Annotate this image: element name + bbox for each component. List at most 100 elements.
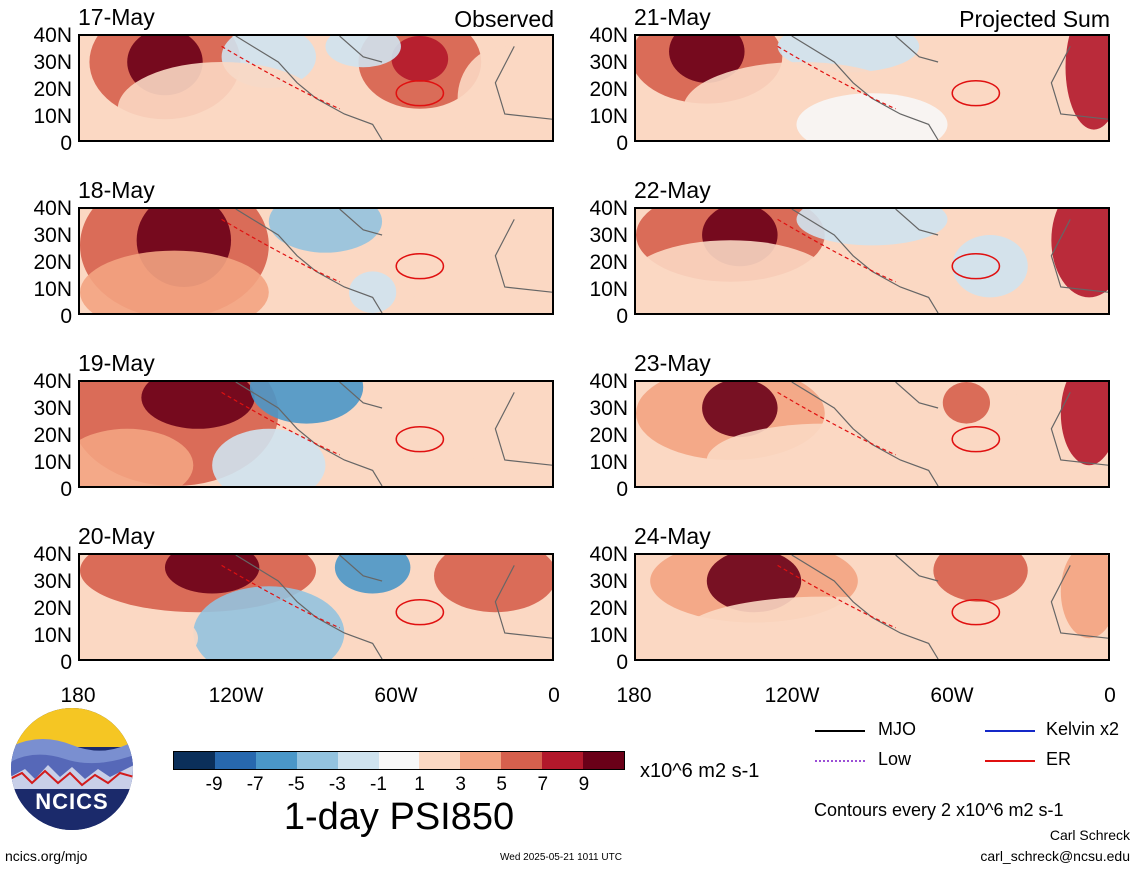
logo-text: NCICS <box>35 789 109 814</box>
lon-label: 0 <box>548 684 560 707</box>
lat-label: 40N <box>33 197 72 220</box>
lat-label: 20N <box>33 424 72 447</box>
lon-label: 0 <box>1104 684 1116 707</box>
er-contour <box>951 79 1001 107</box>
psi850-field <box>80 382 552 486</box>
er-contour <box>951 425 1001 453</box>
lat-label: 30N <box>33 224 72 247</box>
field-anomaly-blob <box>683 596 967 659</box>
lat-label: 10N <box>33 105 72 128</box>
panel-date: 23-May <box>634 350 711 376</box>
er-contour-dashed <box>777 45 896 110</box>
panel-date: 18-May <box>78 177 155 203</box>
panel-date: 17-May <box>78 4 155 30</box>
lat-label: 40N <box>589 370 628 393</box>
footer-author: Carl Schreck <box>1049 827 1130 843</box>
lat-label: 0 <box>60 478 72 501</box>
field-anomaly-blob <box>796 93 948 140</box>
er-contour <box>395 598 445 626</box>
legend-label-low: Low <box>878 749 912 769</box>
colorbar-tick: -5 <box>287 774 305 795</box>
panel-tag: Projected Sum <box>959 6 1110 32</box>
lat-label: 30N <box>33 397 72 420</box>
field-anomaly-blob <box>796 209 948 246</box>
lat-label: 30N <box>589 570 628 593</box>
colorbar-swatch <box>255 752 297 769</box>
psi850-field <box>80 555 552 659</box>
legend-swatch-low <box>815 760 865 762</box>
field-anomaly-blob <box>164 555 260 594</box>
field-anomaly-blob <box>415 209 548 282</box>
colorbar-tick: 9 <box>578 774 590 795</box>
lat-label: 30N <box>33 570 72 593</box>
footer-url[interactable]: ncics.org/mjo <box>5 848 88 864</box>
er-contour <box>395 79 445 107</box>
colorbar-swatch <box>214 752 256 769</box>
colorbar <box>173 751 625 770</box>
ncics-logo[interactable]: NCICS <box>10 707 134 831</box>
er-contour-dashed <box>221 564 340 629</box>
er-contour-dashed <box>221 218 340 283</box>
panel-date: 24-May <box>634 523 711 549</box>
lat-label: 20N <box>589 597 628 620</box>
field-anomaly-blob <box>117 62 326 140</box>
er-contour-dashed <box>777 564 896 629</box>
lat-label: 20N <box>33 597 72 620</box>
lat-label: 40N <box>33 24 72 47</box>
lat-label: 20N <box>589 251 628 274</box>
colorbar-tick: 5 <box>496 774 507 795</box>
er-contour <box>951 252 1001 280</box>
legend-swatch-mjo <box>815 730 865 732</box>
plot-title: 1-day PSI850 <box>283 796 515 838</box>
field-anomaly-blob <box>193 586 345 659</box>
field-anomaly-blob <box>80 250 269 313</box>
legend-swatch-kelvin <box>985 730 1035 732</box>
psi850-field <box>80 209 552 313</box>
lat-label: 10N <box>33 278 72 301</box>
field-anomaly-blob <box>80 607 198 659</box>
lat-label: 40N <box>589 543 628 566</box>
field-anomaly-blob <box>334 555 411 594</box>
field-anomaly-blob <box>933 555 1028 602</box>
lat-label: 10N <box>589 624 628 647</box>
field-anomaly-blob <box>702 382 778 438</box>
map-panel <box>634 380 1110 488</box>
footer-email[interactable]: carl_schreck@ncsu.edu <box>980 848 1130 864</box>
colorbar-tick: 7 <box>537 774 549 795</box>
map-panel <box>78 553 554 661</box>
colorbar-tick: -7 <box>246 774 264 795</box>
lon-label: 60W <box>930 684 974 707</box>
map-panel <box>78 207 554 315</box>
colorbar-swatch <box>583 752 624 769</box>
field-anomaly-blob <box>952 235 1028 298</box>
legend-label-er: ER <box>1046 749 1072 769</box>
lat-label: 40N <box>589 197 628 220</box>
colorbar-swatch <box>419 752 461 769</box>
panel-date: 22-May <box>634 177 711 203</box>
field-anomaly-blob <box>325 36 401 68</box>
field-anomaly-blob <box>942 382 990 424</box>
colorbar-swatch <box>296 752 338 769</box>
map-panel <box>78 380 554 488</box>
psi850-field <box>636 209 1108 313</box>
colorbar-units: x10^6 m2 s-1 <box>640 760 760 782</box>
lat-label: 30N <box>33 51 72 74</box>
er-contour-dashed <box>777 218 896 283</box>
er-contour <box>395 425 445 453</box>
lat-label: 0 <box>60 132 72 155</box>
lat-label: 10N <box>589 105 628 128</box>
colorbar-swatch <box>460 752 502 769</box>
lat-label: 0 <box>60 305 72 328</box>
field-anomaly-blob <box>706 423 943 486</box>
field-anomaly-blob <box>669 36 745 83</box>
footer-timestamp: Wed 2025-05-21 1011 UTC <box>500 852 622 863</box>
colorbar-tick: -1 <box>370 774 387 795</box>
psi850-field <box>636 382 1108 486</box>
lat-label: 20N <box>589 424 628 447</box>
lon-label: 120W <box>764 684 820 707</box>
lat-label: 40N <box>33 543 72 566</box>
lon-label: 180 <box>60 684 96 707</box>
lat-label: 0 <box>616 478 628 501</box>
lat-label: 30N <box>589 224 628 247</box>
lat-label: 20N <box>33 78 72 101</box>
